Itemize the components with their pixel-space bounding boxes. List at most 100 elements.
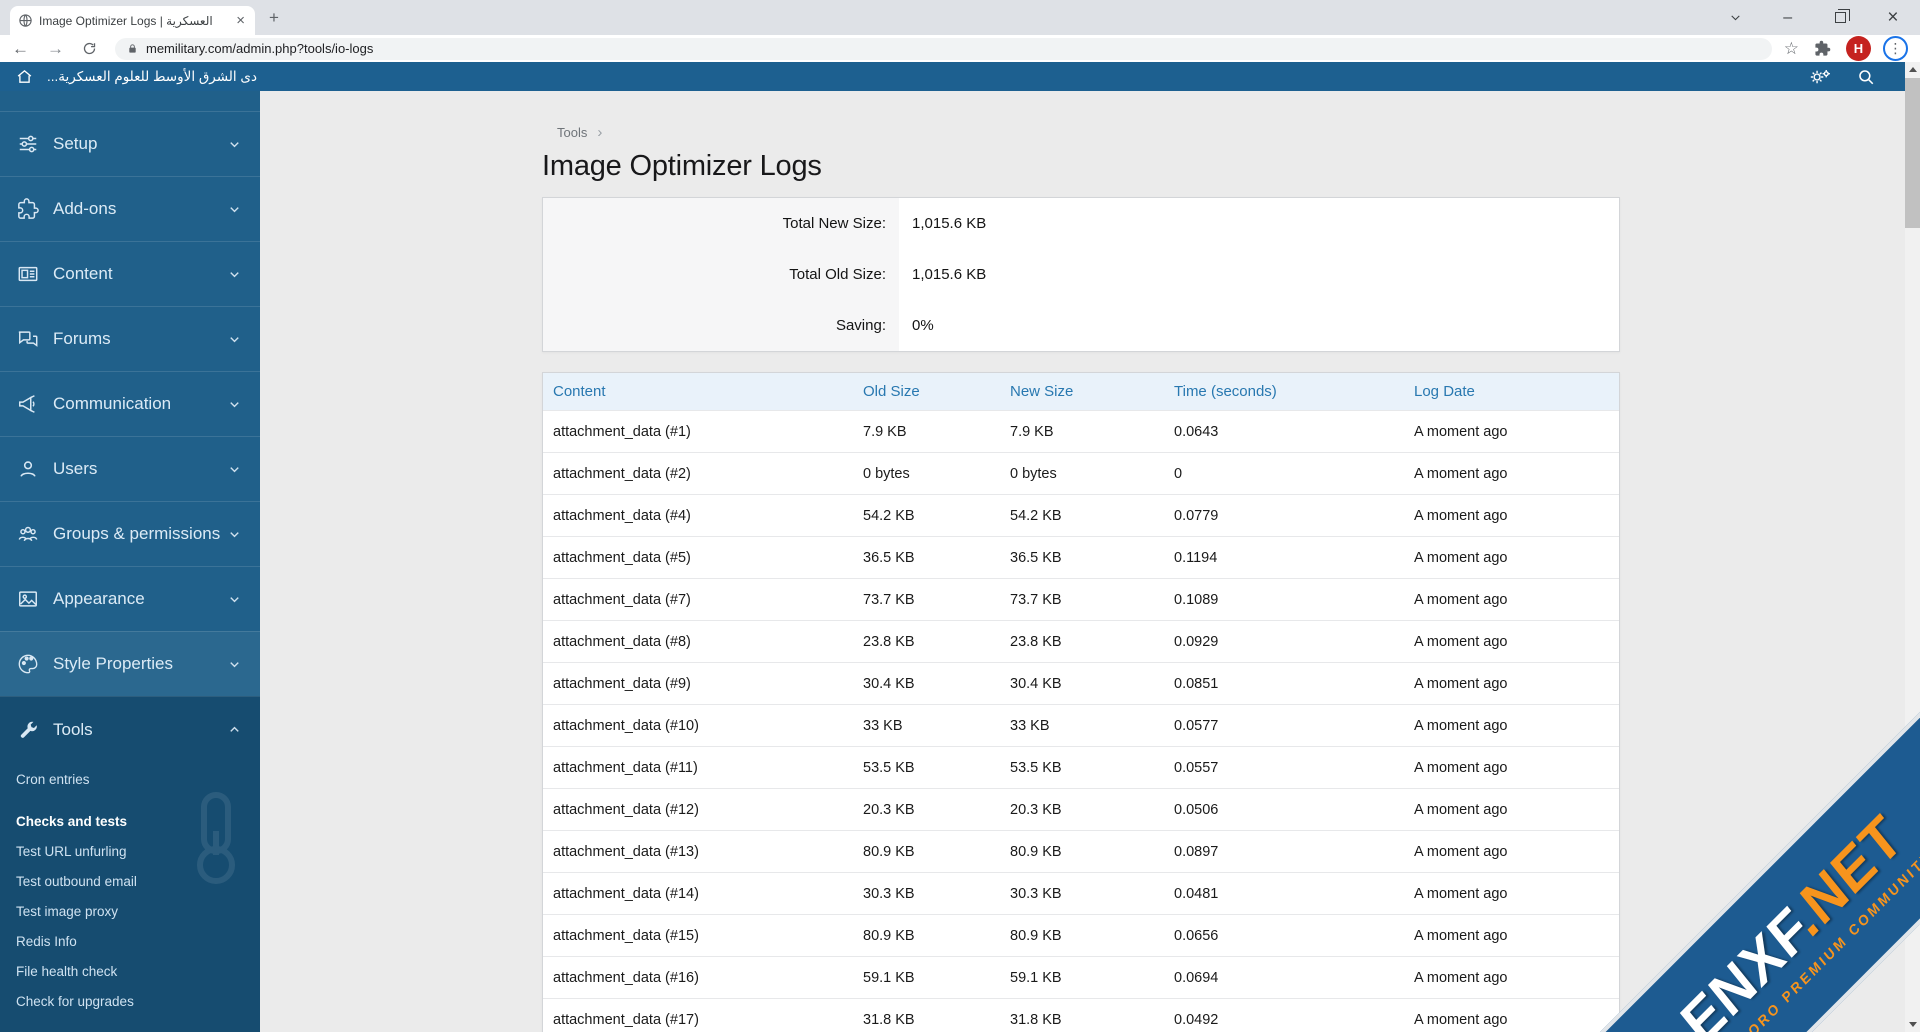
cell-log-date: A moment ago xyxy=(1414,969,1508,986)
cell-content: attachment_data (#2) xyxy=(553,465,691,482)
tools-link[interactable]: Redis Info xyxy=(16,934,77,949)
tab-search-chevron-icon[interactable] xyxy=(1716,3,1754,33)
sidebar-item-label: Add-ons xyxy=(53,199,117,218)
cell-time: 0.0481 xyxy=(1174,885,1219,902)
table-row: attachment_data (#9) 30.4 KB 30.4 KB 0.0… xyxy=(543,662,1619,704)
browser-tab[interactable]: Image Optimizer Logs | العسكرية × xyxy=(10,6,255,35)
address-bar[interactable]: memilitary.com/admin.php?tools/io-logs xyxy=(115,37,1772,60)
site-title[interactable]: ...دى الشرق الأوسط للعلوم العسكرية xyxy=(47,68,257,84)
tools-link[interactable]: Test outbound email xyxy=(16,874,137,889)
main-content: Tools › Image Optimizer Logs Total New S… xyxy=(260,91,1905,1032)
sidebar-item-tools[interactable]: Tools xyxy=(0,697,260,762)
summary-row: Saving: 0% xyxy=(543,300,1619,351)
scrollbar-thumb[interactable] xyxy=(1905,78,1920,228)
sidebar-item-add-ons[interactable]: Add-ons xyxy=(0,176,260,241)
cell-old-size: 0 bytes xyxy=(863,465,910,482)
cell-log-date: A moment ago xyxy=(1414,885,1508,902)
breadcrumb-separator-icon: › xyxy=(597,124,603,141)
summary-value: 1,015.6 KB xyxy=(912,266,987,283)
browser-menu-icon[interactable]: ⋮ xyxy=(1883,36,1908,61)
cell-content: attachment_data (#11) xyxy=(553,759,698,776)
content-card-icon xyxy=(16,262,40,286)
sidebar-item-label: Appearance xyxy=(53,589,145,608)
tools-link[interactable]: File health check xyxy=(16,964,118,979)
chevron-down-icon xyxy=(227,137,242,152)
table-row: attachment_data (#15) 80.9 KB 80.9 KB 0.… xyxy=(543,914,1619,956)
cell-new-size: 80.9 KB xyxy=(1010,927,1062,944)
cell-log-date: A moment ago xyxy=(1414,549,1508,566)
sidebar-item-groups-permissions[interactable]: Groups & permissions xyxy=(0,501,260,566)
sidebar-item-label: Tools xyxy=(53,719,93,739)
column-header-time: Time (seconds) xyxy=(1174,383,1277,400)
column-header-old-size: Old Size xyxy=(863,383,920,400)
minimize-button[interactable]: – xyxy=(1783,8,1793,26)
cell-time: 0.0851 xyxy=(1174,675,1219,692)
table-row: attachment_data (#12) 20.3 KB 20.3 KB 0.… xyxy=(543,788,1619,830)
cell-log-date: A moment ago xyxy=(1414,591,1508,608)
sidebar-item-setup[interactable]: Setup xyxy=(0,111,260,176)
tools-link[interactable]: Check for upgrades xyxy=(16,994,134,1009)
admin-sidebar: Setup Add-ons Content xyxy=(0,91,260,1032)
tools-link[interactable]: Test image proxy xyxy=(16,904,119,919)
tab-close-icon[interactable]: × xyxy=(236,12,245,29)
chevron-down-icon xyxy=(227,267,242,282)
bookmark-star-icon[interactable]: ☆ xyxy=(1783,38,1799,58)
column-header-log-date: Log Date xyxy=(1414,383,1475,400)
extensions-puzzle-icon[interactable] xyxy=(1814,40,1831,57)
profile-avatar[interactable]: H xyxy=(1846,36,1871,61)
cell-log-date: A moment ago xyxy=(1414,1011,1508,1028)
cell-log-date: A moment ago xyxy=(1414,759,1508,776)
page-scrollbar[interactable] xyxy=(1905,62,1920,1032)
admin-navbar: ...دى الشرق الأوسط للعلوم العسكرية xyxy=(0,62,1905,91)
cell-new-size: 36.5 KB xyxy=(1010,549,1062,566)
cell-log-date: A moment ago xyxy=(1414,633,1508,650)
thermometer-watermark-icon xyxy=(190,791,242,887)
cell-time: 0.0506 xyxy=(1174,801,1219,818)
search-icon[interactable] xyxy=(1857,68,1875,86)
cell-old-size: 59.1 KB xyxy=(863,969,915,986)
sidebar-item-label: Groups & permissions xyxy=(53,524,221,543)
forward-icon[interactable]: → xyxy=(47,39,64,58)
cell-time: 0.0577 xyxy=(1174,717,1219,734)
sidebar-item-users[interactable]: Users xyxy=(0,436,260,501)
tools-link-cron-entries[interactable]: Cron entries xyxy=(16,772,90,787)
cell-new-size: 59.1 KB xyxy=(1010,969,1062,986)
puzzle-icon xyxy=(16,197,40,221)
breadcrumb-tools-link[interactable]: Tools xyxy=(557,125,588,140)
people-group-icon xyxy=(16,522,40,546)
sidebar-item-style-properties[interactable]: Style Properties xyxy=(0,631,260,696)
sidebar-item-appearance[interactable]: Appearance xyxy=(0,566,260,631)
cell-content: attachment_data (#4) xyxy=(553,507,691,524)
sidebar-item-communication[interactable]: Communication xyxy=(0,371,260,436)
scrollbar-down-icon[interactable] xyxy=(1905,1017,1920,1032)
window-controls: – × xyxy=(1716,0,1912,35)
back-icon[interactable]: ← xyxy=(12,39,29,58)
cell-content: attachment_data (#5) xyxy=(553,549,691,566)
cell-new-size: 30.3 KB xyxy=(1010,885,1062,902)
table-row: attachment_data (#2) 0 bytes 0 bytes 0 A… xyxy=(543,452,1619,494)
sidebar-item-label: Style Properties xyxy=(53,654,173,673)
home-icon[interactable] xyxy=(16,68,33,85)
sidebar-tools-section: Tools Cron entries Checks and tests Test… xyxy=(0,696,260,1032)
summary-value: 0% xyxy=(912,317,934,334)
close-button[interactable]: × xyxy=(1887,6,1899,28)
scrollbar-up-icon[interactable] xyxy=(1905,62,1920,77)
sidebar-item-content[interactable]: Content xyxy=(0,241,260,306)
sidebar-item-forums[interactable]: Forums xyxy=(0,306,260,371)
cell-old-size: 31.8 KB xyxy=(863,1011,915,1028)
cell-log-date: A moment ago xyxy=(1414,927,1508,944)
cell-content: attachment_data (#7) xyxy=(553,591,691,608)
cell-content: attachment_data (#15) xyxy=(553,927,699,944)
cell-content: attachment_data (#17) xyxy=(553,1011,699,1028)
cell-time: 0.1194 xyxy=(1174,549,1218,566)
cell-log-date: A moment ago xyxy=(1414,423,1508,440)
cell-old-size: 33 KB xyxy=(863,717,903,734)
tools-link[interactable]: Test URL unfurling xyxy=(16,844,127,859)
refresh-icon[interactable] xyxy=(82,41,97,56)
settings-gears-icon[interactable] xyxy=(1809,68,1831,86)
cell-time: 0 xyxy=(1174,465,1183,482)
restore-button[interactable] xyxy=(1821,3,1859,33)
new-tab-button[interactable]: + xyxy=(269,8,279,27)
cell-old-size: 7.9 KB xyxy=(863,423,907,440)
summary-row: Total Old Size: 1,015.6 KB xyxy=(543,249,1619,300)
